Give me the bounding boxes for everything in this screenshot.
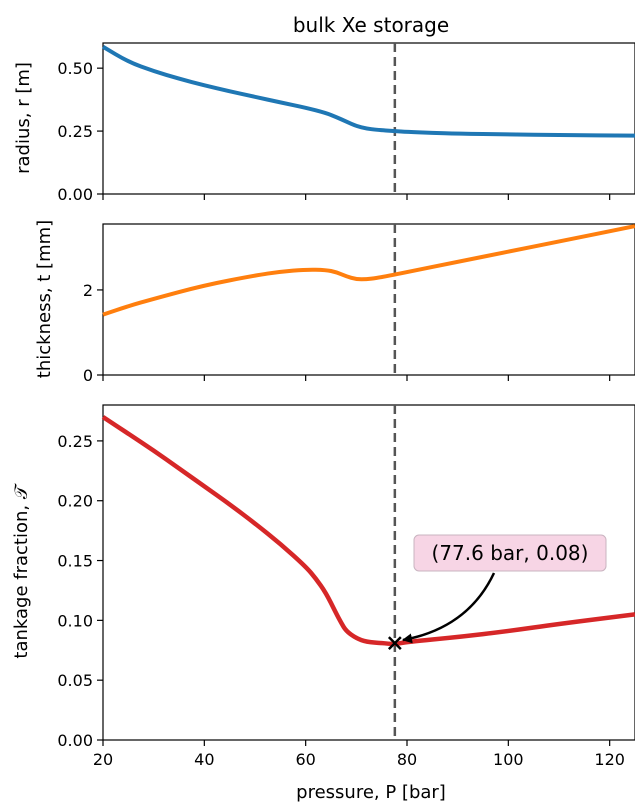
thickness-panel: 0 2 thickness, t [mm] (34, 220, 635, 385)
radius-series-line (101, 45, 635, 138)
tankage-panel: 0.000.050.100.150.200.25 20 40 60 80 100 120 … (11, 404, 635, 803)
tankage-series-line (101, 415, 635, 647)
y-tick-label: 0.00 (57, 185, 93, 204)
x-tick-label: 80 (397, 750, 417, 769)
y-tick-label: 0 (83, 366, 93, 385)
y-tick-label: 0.00 (57, 731, 93, 750)
radius-axes-frame (102, 42, 635, 195)
x-tick-label: 20 (93, 750, 113, 769)
x-tick-label: 60 (295, 750, 315, 769)
y-tick-label: 0.15 (57, 552, 93, 571)
y-tick-label: 0.25 (57, 432, 93, 451)
tankage-y-axis-label: tankage fraction, 𝒯 (11, 483, 32, 658)
radius-y-axis-label: radius, r [m] (13, 62, 34, 174)
y-tick-label: 0.05 (57, 671, 93, 690)
x-tick-label: 100 (493, 750, 524, 769)
annotation-box (413, 534, 607, 572)
annotation-arrow (402, 572, 496, 644)
thickness-series-line (102, 224, 635, 317)
chart-title: bulk Xe storage (293, 13, 449, 37)
x-tick-label: 40 (194, 750, 214, 769)
thickness-y-axis-label: thickness, t [mm] (34, 220, 55, 378)
y-tick-label: 0.10 (57, 611, 93, 630)
y-tick-label: 0.20 (57, 492, 93, 511)
y-tick-label: 0.50 (57, 59, 93, 78)
minimum-annotation: (77.6 bar, 0.08) (402, 534, 607, 644)
radius-panel: 0.00 0.25 0.50 radius, r [m] (13, 42, 635, 204)
tankage-axes-frame (102, 404, 635, 741)
thickness-axes-frame (102, 223, 635, 376)
y-tick-label: 0.25 (57, 122, 93, 141)
x-tick-label: 120 (594, 750, 625, 769)
y-tick-label: 2 (83, 281, 93, 300)
minimum-x-marker (387, 636, 402, 650)
pressure-x-axis-label: pressure, P [bar] (296, 782, 446, 803)
annotation-text: (77.6 bar, 0.08) (432, 541, 589, 565)
x-marker-stroke (387, 636, 402, 650)
